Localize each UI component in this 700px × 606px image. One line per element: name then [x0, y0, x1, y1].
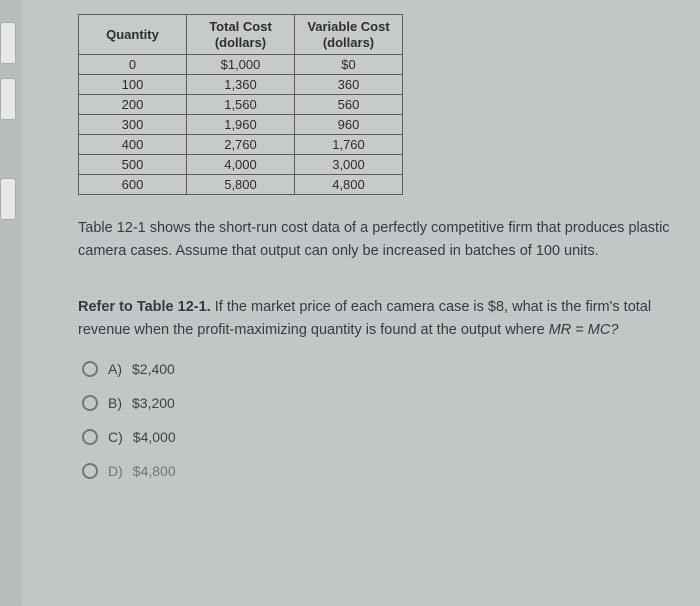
- question-nav-sidebar: [0, 0, 18, 606]
- table-caption: Table 12-1 shows the short-run cost data…: [78, 217, 670, 262]
- cell: $1,000: [187, 55, 295, 75]
- option-letter: C): [108, 429, 123, 445]
- option-text: $4,800: [133, 463, 176, 479]
- option-letter: B): [108, 395, 122, 411]
- col-header-variable-cost: Variable Cost (dollars): [295, 15, 403, 55]
- table-row: 500 4,000 3,000: [79, 155, 403, 175]
- cell: 3,000: [295, 155, 403, 175]
- table-row: 600 5,800 4,800: [79, 175, 403, 195]
- cell: 1,560: [187, 95, 295, 115]
- question-reference: Refer to Table 12-1.: [78, 299, 211, 315]
- table-row: 400 2,760 1,760: [79, 135, 403, 155]
- cost-table: Quantity Total Cost (dollars) Variable C…: [78, 14, 403, 195]
- cell: 5,800: [187, 175, 295, 195]
- cell: 1,960: [187, 115, 295, 135]
- cell: 960: [295, 115, 403, 135]
- option-text: $3,200: [132, 395, 175, 411]
- radio-icon[interactable]: [82, 395, 98, 411]
- question-page: Quantity Total Cost (dollars) Variable C…: [22, 0, 700, 606]
- option-letter: A): [108, 361, 122, 377]
- radio-icon[interactable]: [82, 429, 98, 445]
- cell: $0: [295, 55, 403, 75]
- answer-options: A) $2,400 B) $3,200 C) $4,000 D) $4,800: [78, 361, 670, 479]
- table-row: 0 $1,000 $0: [79, 55, 403, 75]
- cell: 360: [295, 75, 403, 95]
- question-formula: MR = MC?: [549, 322, 619, 338]
- cell: 100: [79, 75, 187, 95]
- table-row: 100 1,360 360: [79, 75, 403, 95]
- table-row: 300 1,960 960: [79, 115, 403, 135]
- nav-thumb[interactable]: [0, 22, 16, 64]
- cell: 0: [79, 55, 187, 75]
- option-letter: D): [108, 463, 123, 479]
- cell: 200: [79, 95, 187, 115]
- radio-icon[interactable]: [82, 361, 98, 377]
- cell: 600: [79, 175, 187, 195]
- table-header-row: Quantity Total Cost (dollars) Variable C…: [79, 15, 403, 55]
- question-text: Refer to Table 12-1. If the market price…: [78, 296, 670, 341]
- cell: 1,360: [187, 75, 295, 95]
- option-a[interactable]: A) $2,400: [82, 361, 670, 377]
- cell: 400: [79, 135, 187, 155]
- cell: 300: [79, 115, 187, 135]
- cell: 4,000: [187, 155, 295, 175]
- radio-icon[interactable]: [82, 463, 98, 479]
- col-header-quantity: Quantity: [79, 15, 187, 55]
- cell: 560: [295, 95, 403, 115]
- option-text: $4,000: [133, 429, 176, 445]
- nav-thumb[interactable]: [0, 178, 16, 220]
- cell: 2,760: [187, 135, 295, 155]
- cell: 1,760: [295, 135, 403, 155]
- table-row: 200 1,560 560: [79, 95, 403, 115]
- option-b[interactable]: B) $3,200: [82, 395, 670, 411]
- cell: 4,800: [295, 175, 403, 195]
- col-header-total-cost: Total Cost (dollars): [187, 15, 295, 55]
- nav-thumb[interactable]: [0, 78, 16, 120]
- option-c[interactable]: C) $4,000: [82, 429, 670, 445]
- option-d[interactable]: D) $4,800: [82, 463, 670, 479]
- option-text: $2,400: [132, 361, 175, 377]
- cell: 500: [79, 155, 187, 175]
